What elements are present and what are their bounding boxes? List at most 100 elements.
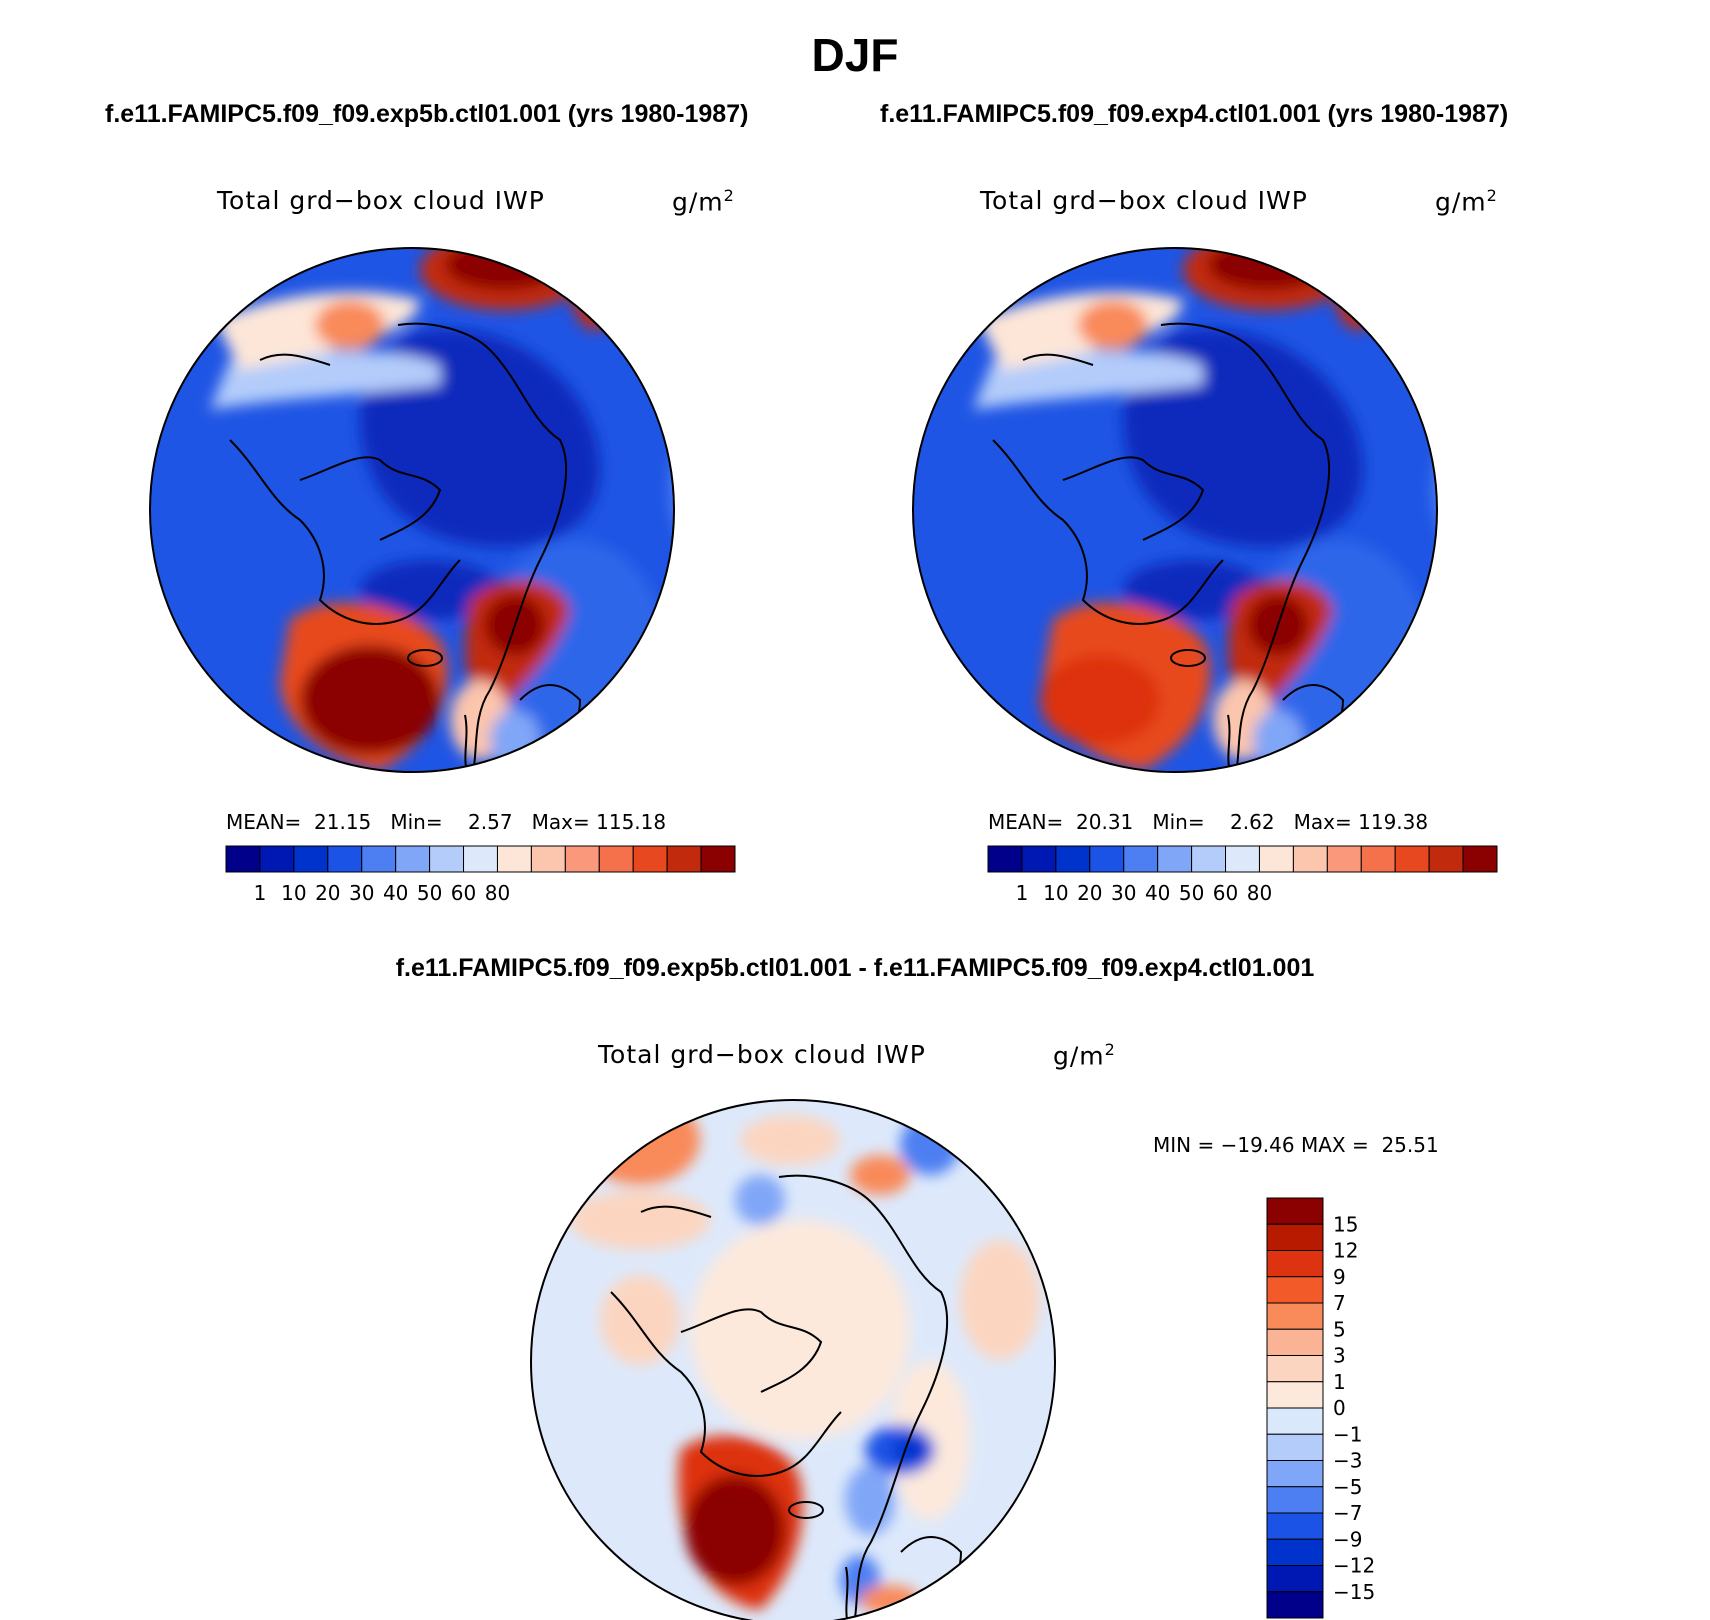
right-colorbar-swatch (1225, 845, 1260, 873)
right-variable-label: Total grd−box cloud IWP (980, 186, 1308, 215)
left-colorbar-swatch (496, 845, 532, 873)
right-map-border (912, 247, 1438, 773)
right-colorbar-swatch (1123, 845, 1159, 873)
diff-colorbar-swatch (1266, 1433, 1324, 1461)
left-colorbar-swatch (327, 845, 363, 873)
diff-colorbar-tick-label: 15 (1333, 1212, 1358, 1236)
left-colorbar-swatch (530, 845, 566, 873)
left-colorbar-swatch (564, 845, 600, 873)
diff-colorbar-swatch (1266, 1381, 1324, 1409)
right-colorbar-swatch (1462, 845, 1498, 873)
right-colorbar-tick-label: 60 (1213, 881, 1238, 905)
left-colorbar-swatch (361, 845, 397, 873)
diff-colorbar-tick-label: −15 (1333, 1580, 1375, 1604)
right-colorbar-tick-label: 30 (1111, 881, 1136, 905)
diff-colorbar-swatch (1266, 1591, 1324, 1619)
diff-map-border (530, 1099, 1056, 1620)
left-run-title: f.e11.FAMIPC5.f09_f09.exp5b.ctl01.001 (y… (105, 100, 749, 128)
left-colorbar-swatch (293, 845, 329, 873)
right-colorbar-tick-label: 80 (1247, 881, 1272, 905)
left-stats: MEAN= 21.15 Min= 2.57 Max= 115.18 (226, 810, 667, 834)
left-unit-label: g/m2 (672, 186, 735, 217)
right-colorbar-swatch (1191, 845, 1227, 873)
left-colorbar-tick-label: 40 (383, 881, 408, 905)
left-colorbar-tick-label: 10 (281, 881, 306, 905)
diff-colorbar-tick-label: −1 (1333, 1422, 1362, 1446)
diff-colorbar-tick-label: 1 (1333, 1370, 1346, 1394)
diff-colorbar-swatch (1266, 1460, 1324, 1488)
left-colorbar: 1 10 20 30 40 50 60 80 (225, 845, 736, 905)
diff-colorbar-tick-label: 5 (1333, 1317, 1346, 1341)
left-map-border (149, 247, 675, 773)
diff-colorbar-tick-label: 7 (1333, 1291, 1346, 1315)
left-colorbar-swatch (395, 845, 431, 873)
diff-colorbar-tick-label: 12 (1333, 1239, 1358, 1263)
right-colorbar-tick-label: 10 (1043, 881, 1068, 905)
diff-colorbar-swatch (1266, 1223, 1324, 1251)
diff-unit-label: g/m2 (1053, 1040, 1116, 1071)
left-colorbar-tick-label: 30 (349, 881, 374, 905)
diff-colorbar-swatch (1266, 1250, 1324, 1278)
left-variable-label: Total grd−box cloud IWP (217, 186, 545, 215)
right-colorbar: 1 10 20 30 40 50 60 80 (987, 845, 1498, 905)
right-colorbar-swatch (1089, 845, 1125, 873)
diff-colorbar-swatch (1266, 1276, 1324, 1304)
diff-colorbar-swatch (1266, 1538, 1324, 1566)
left-colorbar-tick-label: 1 (254, 881, 267, 905)
left-colorbar-swatch (259, 845, 295, 873)
right-colorbar-tick-label: 40 (1145, 881, 1170, 905)
right-colorbar-swatch (987, 845, 1023, 873)
right-colorbar-swatch (1021, 845, 1057, 873)
left-colorbar-swatch (598, 845, 634, 873)
diff-colorbar-swatch (1266, 1197, 1324, 1225)
right-run-title: f.e11.FAMIPC5.f09_f09.exp4.ctl01.001 (yr… (880, 100, 1509, 128)
left-colorbar-swatch (666, 845, 702, 873)
diff-colorbar-swatch (1266, 1512, 1324, 1540)
left-colorbar-tick-label: 20 (315, 881, 340, 905)
diff-colorbar-swatch (1266, 1407, 1324, 1435)
right-colorbar-swatch (1055, 845, 1091, 873)
right-stats: MEAN= 20.31 Min= 2.62 Max= 119.38 (988, 810, 1429, 834)
right-colorbar-swatch (1394, 845, 1430, 873)
left-colorbar-swatch (225, 845, 261, 873)
diff-colorbar-tick-label: 3 (1333, 1344, 1346, 1368)
left-colorbar-tick-label: 60 (451, 881, 476, 905)
diff-variable-label: Total grd−box cloud IWP (598, 1040, 926, 1069)
diff-stats: MIN = −19.46 MAX = 25.51 (1153, 1133, 1439, 1157)
diff-colorbar-swatch (1266, 1565, 1324, 1593)
right-colorbar-tick-label: 1 (1016, 881, 1029, 905)
left-colorbar-swatch (429, 845, 465, 873)
diff-colorbar-tick-label: −12 (1333, 1554, 1375, 1578)
right-colorbar-swatch (1258, 845, 1294, 873)
left-colorbar-swatch (463, 845, 498, 873)
diff-colorbar-tick-label: −3 (1333, 1449, 1362, 1473)
right-colorbar-tick-label: 50 (1179, 881, 1204, 905)
left-colorbar-tick-label: 50 (417, 881, 442, 905)
diff-colorbar-swatch (1266, 1328, 1324, 1356)
left-colorbar-swatch (700, 845, 736, 873)
left-colorbar-tick-label: 80 (485, 881, 510, 905)
diff-colorbar-tick-label: −7 (1333, 1501, 1362, 1525)
right-colorbar-swatch (1360, 845, 1396, 873)
diff-colorbar-tick-label: −5 (1333, 1475, 1362, 1499)
left-colorbar-swatch (632, 845, 668, 873)
diff-colorbar-swatch (1266, 1302, 1324, 1330)
diff-colorbar-swatch (1266, 1355, 1324, 1383)
right-polar-map (913, 248, 1437, 772)
right-colorbar-swatch (1157, 845, 1193, 873)
figure-title: DJF (811, 29, 899, 81)
right-colorbar-swatch (1326, 845, 1362, 873)
diff-run-title: f.e11.FAMIPC5.f09_f09.exp5b.ctl01.001 - … (395, 954, 1315, 982)
right-colorbar-swatch (1428, 845, 1464, 873)
diff-colorbar-tick-label: 9 (1333, 1265, 1346, 1289)
right-unit-label: g/m2 (1435, 186, 1498, 217)
right-colorbar-tick-label: 20 (1077, 881, 1102, 905)
diff-colorbar-tick-label: −9 (1333, 1527, 1362, 1551)
left-polar-map (150, 248, 674, 772)
diff-colorbar-swatch (1266, 1486, 1324, 1514)
right-colorbar-swatch (1292, 845, 1328, 873)
diff-polar-map (531, 1100, 1055, 1620)
diff-colorbar-tick-label: 0 (1333, 1396, 1346, 1420)
